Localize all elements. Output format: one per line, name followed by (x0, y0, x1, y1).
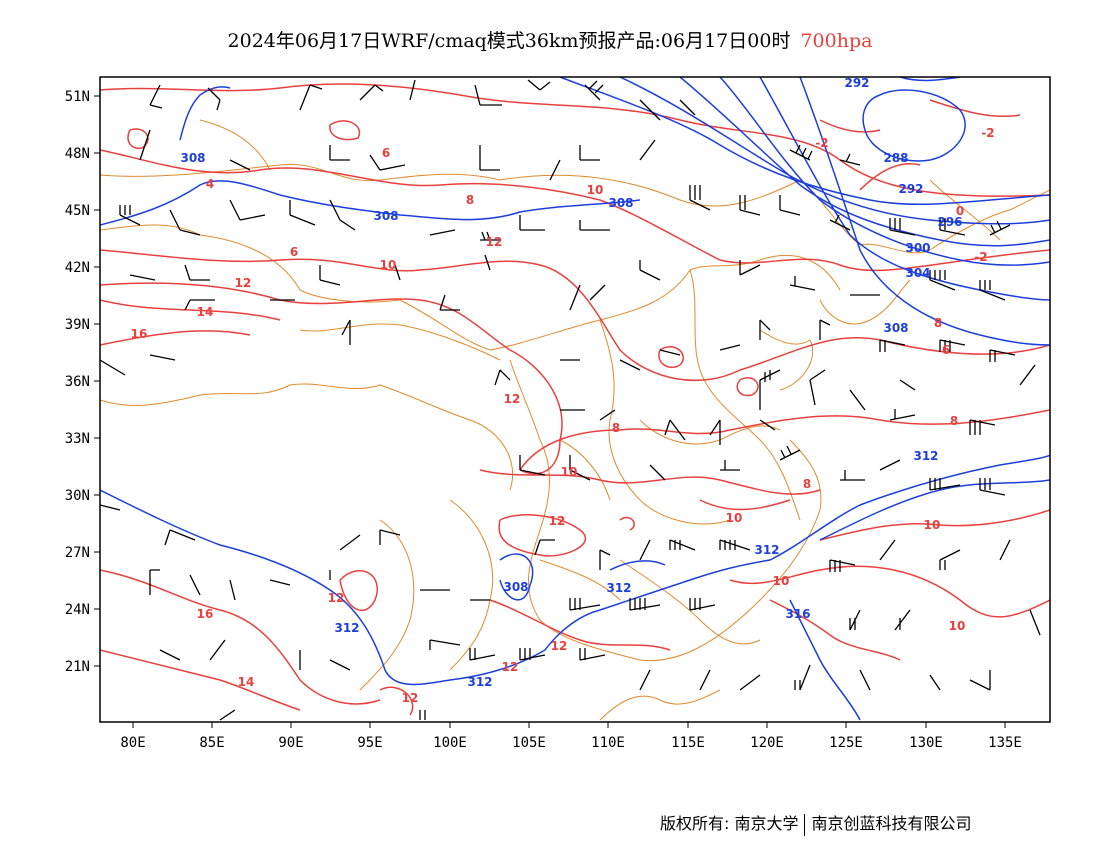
temp-label: -2 (974, 250, 987, 264)
temp-label: 12 (328, 591, 345, 605)
height-labels: 292 308 288 292 296 300 304 308 308 308 … (180, 76, 962, 689)
lat-label: 39N (65, 317, 90, 333)
height-label: 308 (503, 580, 528, 594)
temp-label: 10 (726, 511, 743, 525)
temp-label: 0 (956, 204, 964, 218)
lon-label: 85E (199, 735, 224, 751)
height-label: 308 (883, 321, 908, 335)
lat-label: 42N (65, 260, 90, 276)
pressure-level: 700hpa (800, 30, 873, 52)
lon-label: 105E (512, 735, 546, 751)
lat-label: 36N (65, 374, 90, 390)
temp-label: 10 (773, 574, 790, 588)
height-label: 308 (373, 209, 398, 223)
wind-barbs (100, 79, 1041, 721)
height-label: 304 (905, 266, 930, 280)
copyright-footer: 版权所有: 南京大学 南京创蓝科技有限公司 (660, 810, 972, 836)
temp-label: 16 (131, 327, 148, 341)
temperature-labels: -2 -2 0 -2 4 6 6 8 6 8 10 12 10 8 12 14 … (131, 126, 995, 705)
lat-label: 51N (65, 89, 90, 105)
lon-label: 100E (433, 735, 467, 751)
height-label: 312 (913, 449, 938, 463)
lon-label: 130E (909, 735, 943, 751)
lat-label: 21N (65, 659, 90, 675)
temp-label: 12 (549, 514, 566, 528)
plot-frame (99, 76, 1051, 723)
title-main: 2024年06月17日WRF/cmaq模式36km预报产品:06月17日00时 (227, 30, 791, 52)
height-label: 316 (785, 607, 810, 621)
map-title: 2024年06月17日WRF/cmaq模式36km预报产品:06月17日00时 7… (0, 26, 1100, 53)
height-label: 288 (883, 151, 908, 165)
temp-label: 12 (502, 660, 519, 674)
temp-label: 14 (238, 675, 255, 689)
height-contours (100, 77, 1050, 721)
temp-label: 8 (612, 421, 620, 435)
lat-label: 30N (65, 488, 90, 504)
height-label: 296 (937, 215, 962, 229)
temp-label: 12 (551, 639, 568, 653)
latitude-labels: 51N 48N 45N 42N 39N 36N 33N 30N 27N 24N … (65, 89, 90, 675)
lon-label: 80E (120, 735, 145, 751)
temp-label: 10 (561, 465, 578, 479)
height-label: 300 (905, 241, 930, 255)
height-label: 308 (180, 151, 205, 165)
lat-label: 48N (65, 146, 90, 162)
temp-label: 10 (924, 518, 941, 532)
temp-label: 10 (949, 619, 966, 633)
longitude-labels: 80E 85E 90E 95E 100E 105E 110E 115E 120E… (120, 735, 1022, 751)
boundary-lines (100, 119, 1050, 721)
temp-label: 16 (197, 607, 214, 621)
lat-label: 24N (65, 602, 90, 618)
height-label: 308 (608, 196, 633, 210)
height-label: 312 (467, 675, 492, 689)
temp-label: 8 (950, 414, 958, 428)
temp-label: 8 (803, 477, 811, 491)
height-label: 292 (844, 76, 869, 90)
axis-ticks (94, 95, 1006, 728)
temp-label: 8 (934, 316, 942, 330)
temp-label: 4 (206, 177, 214, 191)
temp-label: 14 (197, 305, 214, 319)
copyright-company: 南京创蓝科技有限公司 (811, 814, 972, 833)
copyright-owner: 版权所有: 南京大学 (660, 814, 799, 833)
temp-label: -2 (981, 126, 994, 140)
temp-label: 6 (290, 245, 298, 259)
lat-label: 27N (65, 545, 90, 561)
temp-label: 12 (402, 691, 419, 705)
temp-label: 8 (466, 193, 474, 207)
footer-separator (804, 813, 806, 836)
temp-label: 12 (235, 276, 252, 290)
lon-label: 120E (750, 735, 784, 751)
lat-label: 33N (65, 431, 90, 447)
temp-label: -2 (815, 136, 828, 150)
temp-label: 12 (486, 235, 503, 249)
temperature-contours (100, 83, 1050, 716)
lon-label: 90E (278, 735, 303, 751)
lon-label: 115E (671, 735, 705, 751)
temp-label: 6 (382, 146, 390, 160)
temp-label: 6 (942, 343, 950, 357)
lon-label: 95E (357, 735, 382, 751)
height-label: 312 (754, 543, 779, 557)
lat-label: 45N (65, 203, 90, 219)
height-label: 292 (898, 182, 923, 196)
lon-label: 135E (988, 735, 1022, 751)
temp-label: 12 (504, 392, 521, 406)
temp-label: 10 (587, 183, 604, 197)
lon-label: 110E (591, 735, 625, 751)
temp-label: 10 (380, 258, 397, 272)
height-label: 312 (334, 621, 359, 635)
height-label: 312 (606, 581, 631, 595)
lon-label: 125E (829, 735, 863, 751)
